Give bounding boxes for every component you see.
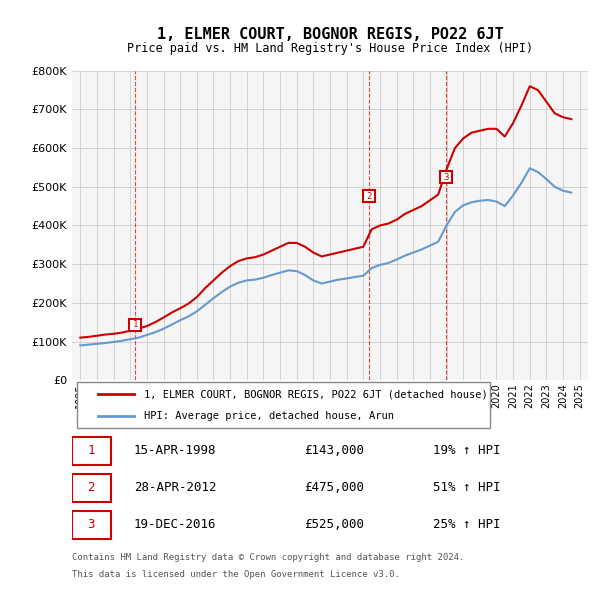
Text: £525,000: £525,000 xyxy=(304,518,364,531)
Text: 19-DEC-2016: 19-DEC-2016 xyxy=(134,518,217,531)
Text: 25% ↑ HPI: 25% ↑ HPI xyxy=(433,518,500,531)
FancyBboxPatch shape xyxy=(72,510,110,539)
Text: 1: 1 xyxy=(88,444,95,457)
Text: 51% ↑ HPI: 51% ↑ HPI xyxy=(433,481,500,494)
Text: 3: 3 xyxy=(88,518,95,531)
Text: This data is licensed under the Open Government Licence v3.0.: This data is licensed under the Open Gov… xyxy=(72,570,400,579)
Text: 2: 2 xyxy=(88,481,95,494)
Text: 15-APR-1998: 15-APR-1998 xyxy=(134,444,217,457)
FancyBboxPatch shape xyxy=(77,382,490,428)
Text: £475,000: £475,000 xyxy=(304,481,364,494)
Text: 1, ELMER COURT, BOGNOR REGIS, PO22 6JT: 1, ELMER COURT, BOGNOR REGIS, PO22 6JT xyxy=(157,27,503,41)
Text: 19% ↑ HPI: 19% ↑ HPI xyxy=(433,444,500,457)
Text: 1, ELMER COURT, BOGNOR REGIS, PO22 6JT (detached house): 1, ELMER COURT, BOGNOR REGIS, PO22 6JT (… xyxy=(144,389,488,399)
Text: HPI: Average price, detached house, Arun: HPI: Average price, detached house, Arun xyxy=(144,411,394,421)
Text: 28-APR-2012: 28-APR-2012 xyxy=(134,481,217,494)
Text: 3: 3 xyxy=(443,173,449,182)
FancyBboxPatch shape xyxy=(72,437,110,466)
FancyBboxPatch shape xyxy=(72,474,110,503)
Text: Price paid vs. HM Land Registry's House Price Index (HPI): Price paid vs. HM Land Registry's House … xyxy=(127,42,533,55)
Text: Contains HM Land Registry data © Crown copyright and database right 2024.: Contains HM Land Registry data © Crown c… xyxy=(72,553,464,562)
Text: £143,000: £143,000 xyxy=(304,444,364,457)
Text: 2: 2 xyxy=(366,192,371,201)
Text: 1: 1 xyxy=(133,320,138,329)
